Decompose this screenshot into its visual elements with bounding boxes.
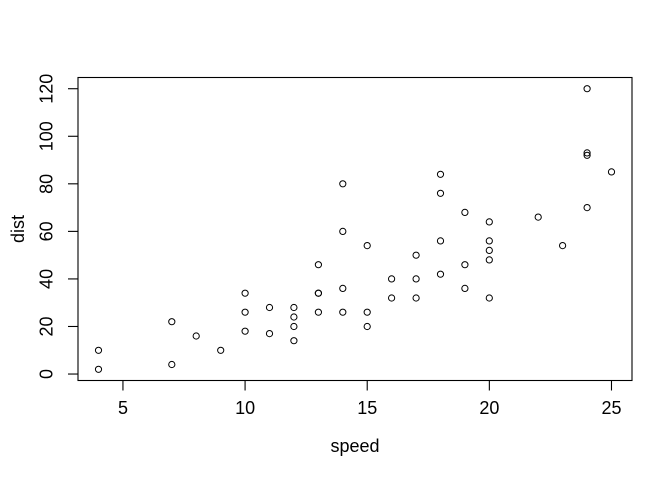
x-axis-ticks: 5 10 15 20 25 [118, 380, 621, 418]
plot-frame [77, 76, 633, 382]
data-point-marker [534, 213, 542, 221]
data-point-marker [412, 251, 420, 259]
data-point-marker [461, 261, 469, 269]
data-point-marker [583, 151, 591, 159]
y-tick-label: 80 [37, 174, 57, 194]
data-point-marker [559, 242, 567, 250]
data-point-marker [485, 256, 493, 264]
data-point-marker [192, 332, 200, 340]
data-point-marker [314, 289, 322, 297]
data-point-marker [290, 313, 298, 321]
data-point-marker [363, 322, 371, 331]
data-point-marker [339, 180, 347, 188]
data-point-marker [314, 261, 322, 269]
data-point-marker [436, 237, 445, 245]
y-tick-label: 0 [37, 369, 57, 379]
data-point-marker [485, 237, 493, 245]
y-tick-label: 60 [37, 221, 57, 241]
data-point-marker [241, 289, 249, 297]
data-point-marker [290, 337, 298, 345]
data-point-marker [290, 322, 298, 331]
y-tick-label: 100 [37, 121, 57, 151]
data-point-marker [94, 346, 103, 354]
data-point-marker [436, 270, 445, 278]
data-point-marker [168, 318, 176, 326]
x-tick-label: 25 [601, 398, 621, 418]
data-point-marker [363, 242, 371, 250]
x-tick-label: 5 [118, 398, 128, 418]
y-tick-label: 20 [37, 316, 57, 336]
data-point-marker [339, 227, 347, 235]
x-axis-label: speed [330, 436, 379, 456]
data-point-marker [461, 284, 469, 292]
data-point-marker [388, 275, 396, 283]
data-point-marker [339, 284, 347, 292]
data-point-marker [485, 294, 493, 302]
data-point-marker [241, 327, 249, 335]
data-point-marker [241, 308, 249, 316]
y-tick-label: 40 [37, 269, 57, 289]
data-point-marker [583, 85, 591, 93]
y-axis-ticks: 0 20 40 60 80 100 120 [37, 74, 78, 379]
data-point-marker [412, 275, 420, 283]
data-point-marker [265, 303, 274, 312]
data-point-marker [168, 360, 176, 369]
data-point-marker [485, 246, 493, 254]
data-point-marker [265, 330, 274, 338]
data-point-marker [461, 208, 469, 216]
x-tick-label: 20 [479, 398, 499, 418]
data-point-marker [217, 346, 225, 354]
data-points [94, 85, 616, 373]
y-axis-label: dist [8, 215, 28, 243]
data-point-marker [436, 170, 445, 178]
data-point-marker [339, 308, 347, 316]
data-point-marker [607, 168, 616, 176]
data-point-marker [485, 218, 493, 226]
data-point-marker [388, 294, 396, 302]
y-tick-label: 120 [37, 74, 57, 104]
data-point-marker [314, 308, 322, 316]
data-point-marker [94, 365, 103, 373]
data-point-marker [436, 189, 445, 197]
data-point-marker [363, 308, 371, 316]
data-point-marker [290, 303, 298, 312]
data-point-marker [412, 294, 420, 302]
x-tick-label: 15 [357, 398, 377, 418]
data-point-marker [583, 149, 591, 157]
data-point-marker [583, 204, 591, 212]
x-tick-label: 10 [235, 398, 255, 418]
